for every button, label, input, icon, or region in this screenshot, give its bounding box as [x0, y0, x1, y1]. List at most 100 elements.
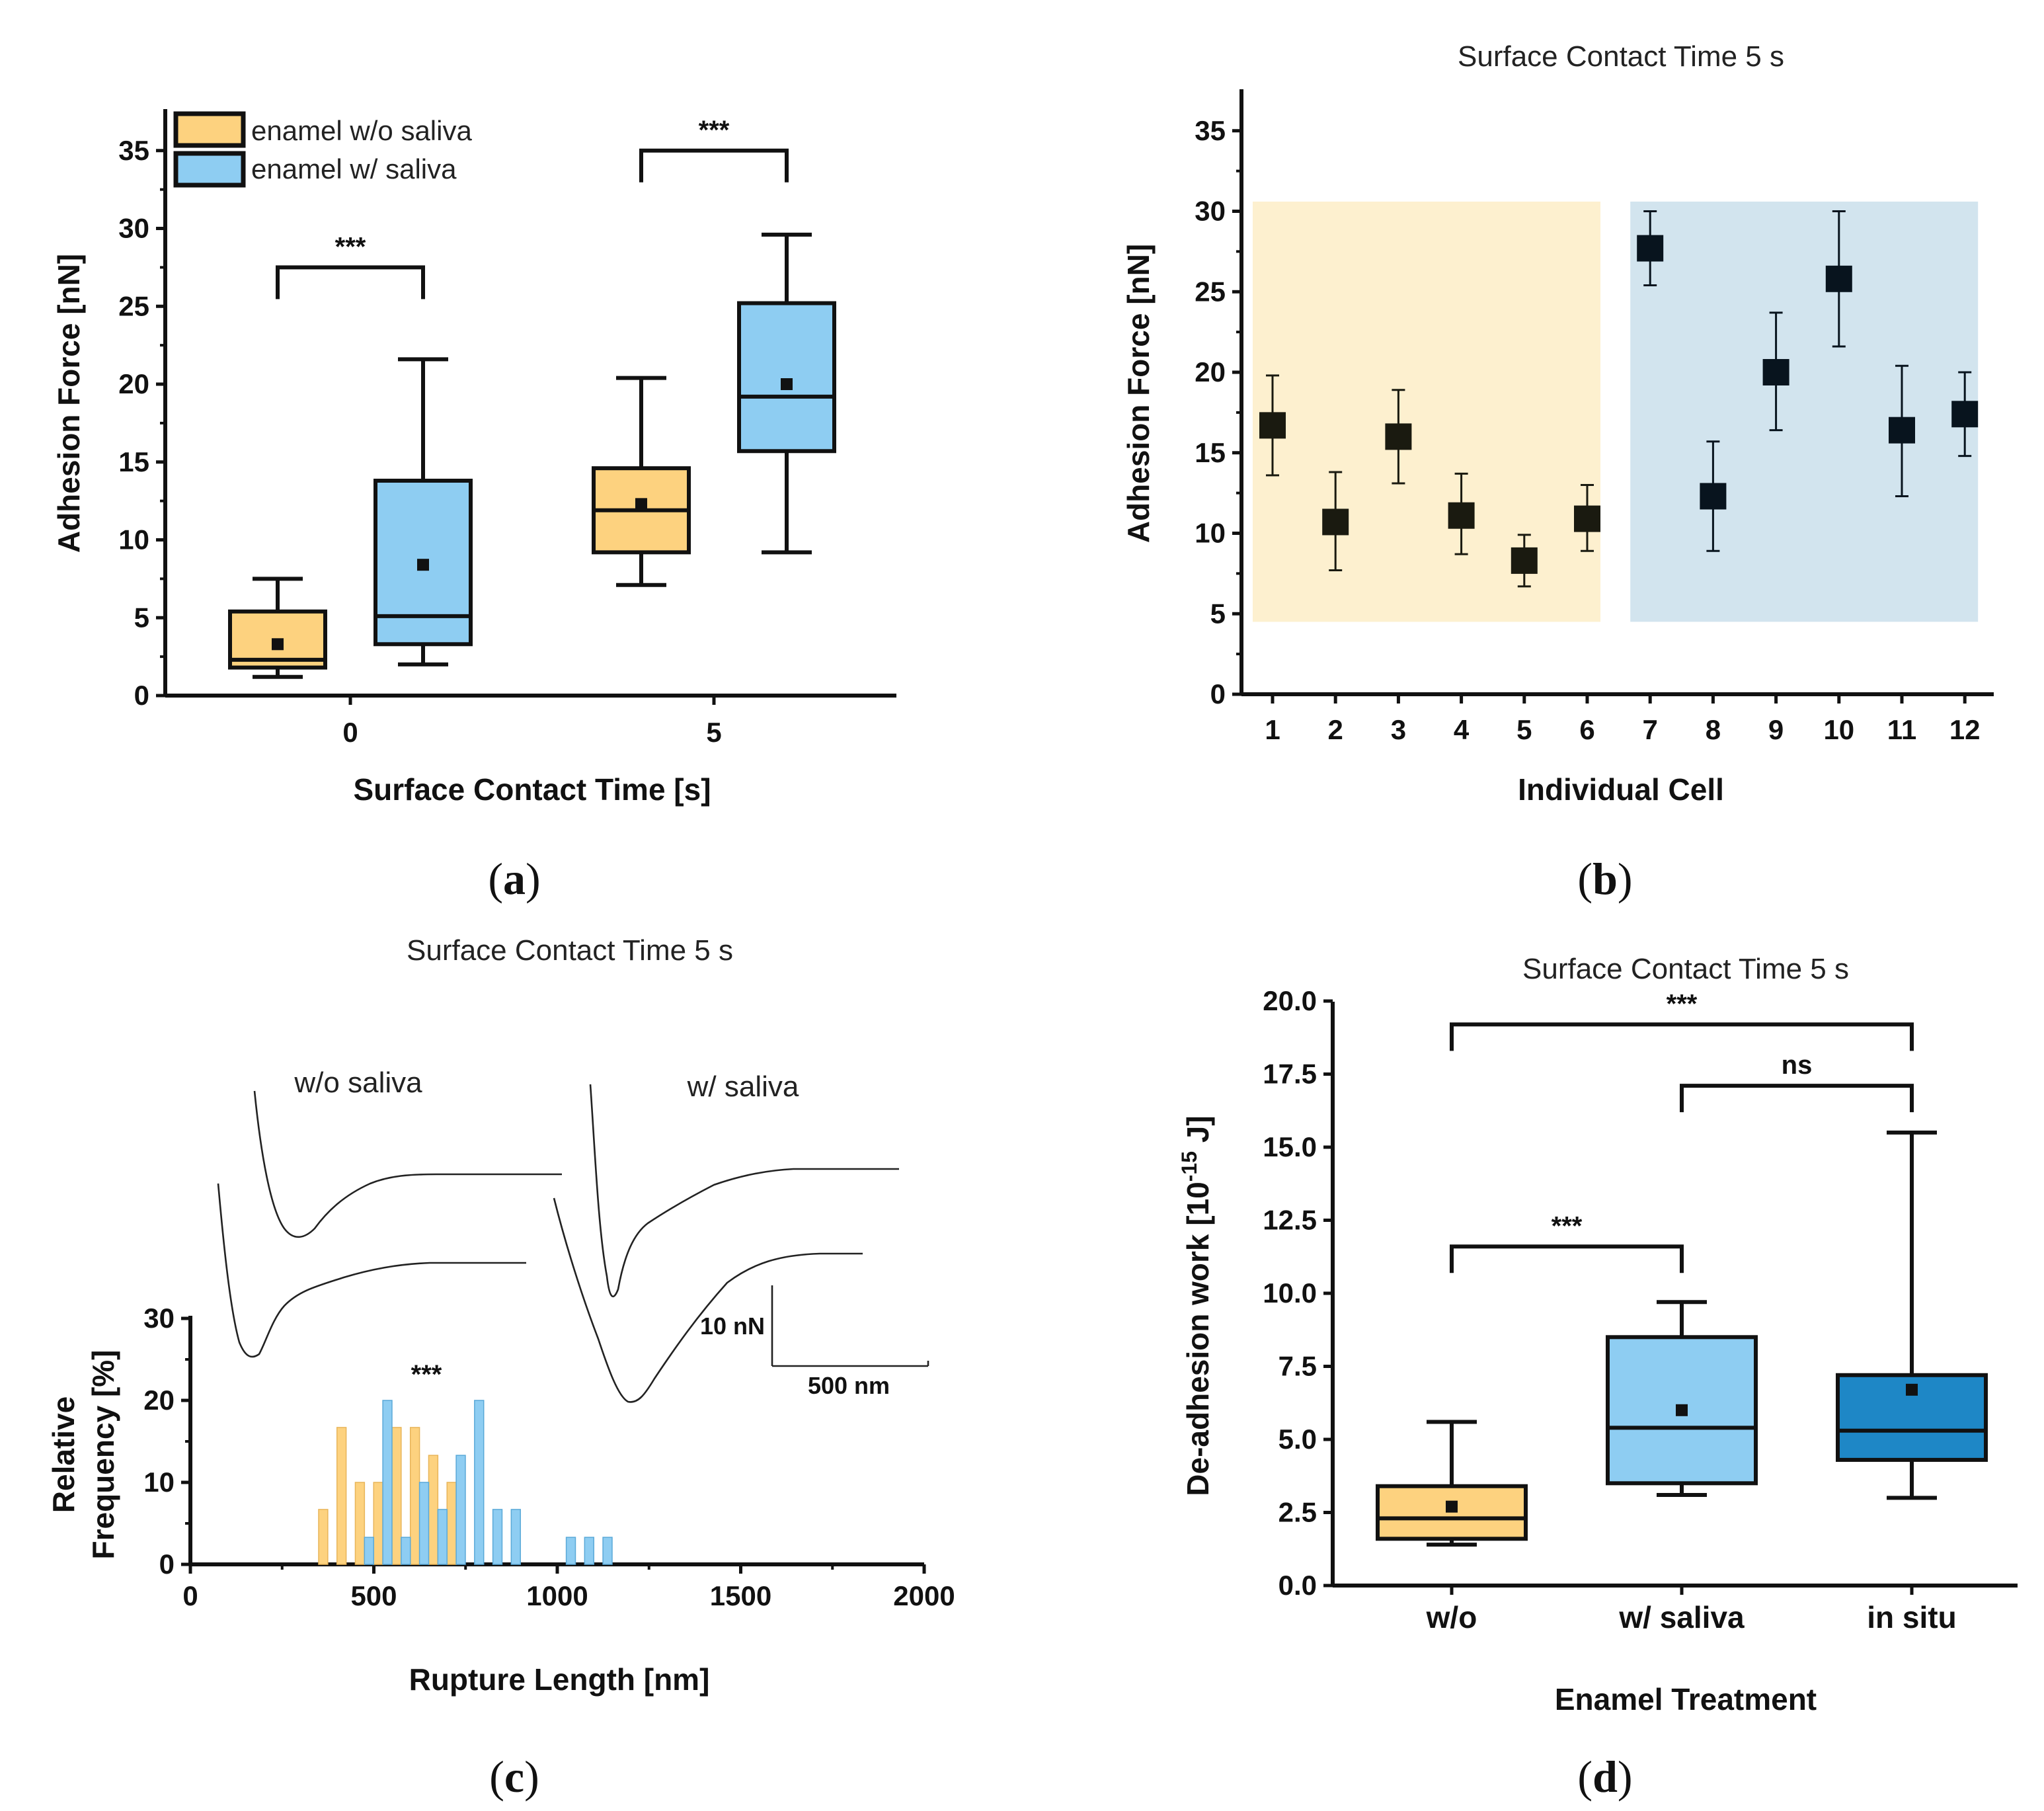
panel-d-sig-2-bracket	[1450, 1244, 1684, 1273]
panel-b-marker-cell-8	[1700, 483, 1727, 510]
panel-a-x-tick-label: 5	[706, 717, 721, 748]
panel-d-label: (d)	[1577, 1751, 1632, 1802]
panel-b-bg-wo-saliva	[1253, 201, 1600, 622]
panel-d-box-2-mean-marker	[1906, 1383, 1918, 1396]
panel-d-x-tick-label: in situ	[1867, 1600, 1956, 1634]
panel-c-bar-w-1037	[565, 1537, 576, 1565]
panel-c-y-tick-label: 0	[159, 1549, 175, 1580]
panel-b-x-tick-label: 10	[1823, 714, 1854, 745]
panel-d-sig-1-label: ns	[1782, 1051, 1813, 1080]
panel-b-x-tick-label: 11	[1887, 714, 1916, 745]
panel-b-x-tick-label: 7	[1643, 714, 1658, 745]
panel-a-y-tick-label: 30	[118, 213, 149, 244]
panel-c-bar-wo-512	[373, 1482, 383, 1565]
panel-d-x-axis-label: Enamel Treatment	[1555, 1682, 1817, 1716]
panel-c-bar-wo-412	[336, 1427, 347, 1565]
scale-bar	[771, 1285, 929, 1367]
panel-a-sig-1-bracket	[639, 148, 789, 182]
panel-b-group-backgrounds	[1253, 201, 1979, 622]
panel-a-box-w-0-mean-marker	[417, 559, 429, 571]
panel-d-sig-0-label: ***	[1667, 989, 1698, 1018]
panel-d-box-plot: Surface Contact Time 5 s 0.0 2.5 5.0 7.5 10.…	[1177, 953, 2018, 1802]
panel-a-sig-1-label: ***	[699, 116, 730, 145]
panel-d-y-tick-label: 10.0	[1263, 1277, 1317, 1308]
panel-c-bar-w-487	[364, 1537, 374, 1565]
panel-b-y-tick-label: 20	[1195, 356, 1226, 387]
panel-b-y-tick-label: 10	[1195, 518, 1226, 549]
panel-b-x-tick-label: 2	[1328, 714, 1343, 745]
panel-c-bar-w-1087	[584, 1537, 594, 1565]
panel-b-marker-cell-9	[1762, 359, 1789, 385]
panel-d-x-tick-label: w/ saliva	[1618, 1600, 1745, 1634]
panel-b-y-tick-label: 5	[1210, 598, 1226, 629]
panel-a-y-tick-label: 15	[118, 446, 149, 477]
panel-b-bg-w-saliva	[1630, 201, 1979, 622]
panel-a-label: (a)	[488, 854, 540, 904]
panel-c-x-tick-label: 500	[350, 1580, 397, 1611]
panel-c-bar-wo-362	[318, 1509, 329, 1565]
panel-b-title: Surface Contact Time 5 s	[1458, 40, 1784, 73]
panel-d-boxes	[1376, 1130, 1988, 1547]
panel-c-bar-w-537	[382, 1400, 393, 1565]
panel-a-y-axis-label: Adhesion Force [nN]	[52, 254, 86, 553]
panel-c-bar-w-737	[455, 1455, 466, 1565]
panel-c-x-tick-label: 1500	[710, 1580, 771, 1611]
legend-swatch-blue	[173, 151, 246, 188]
panel-a-y-tick-label: 0	[134, 680, 149, 711]
panel-a-box-plot: 0 5 10 15 20 25 30 35 0 5 *** *** enamel w/o saliv…	[52, 109, 896, 904]
panel-d-sig-0-bracket	[1450, 1022, 1914, 1051]
panel-c-y-tick-label: 20	[143, 1385, 175, 1416]
panel-b-marker-cell-3	[1385, 423, 1412, 450]
panel-d-y-tick-label: 17.5	[1263, 1059, 1317, 1090]
panel-b-marker-cell-2	[1322, 508, 1349, 536]
panel-c-x-axis-label: Rupture Length [nm]	[409, 1662, 710, 1697]
panel-d-sig-2-label: ***	[1552, 1211, 1583, 1240]
scale-bar-length-label: 500 nm	[808, 1372, 890, 1399]
panel-d-y-tick-label: 15.0	[1263, 1131, 1317, 1162]
panel-a-box-wo-5-mean-marker	[635, 498, 647, 510]
panel-a-y-tick-label: 25	[118, 290, 149, 321]
curve-wo-saliva-approach	[217, 1183, 526, 1358]
panel-a-y-tick-label: 10	[118, 524, 149, 555]
panel-b-x-tick-label: 6	[1579, 714, 1594, 745]
panel-d-box-1-mean-marker	[1676, 1404, 1688, 1416]
panel-d-title: Surface Contact Time 5 s	[1522, 953, 1849, 985]
panel-b-marker-cell-7	[1637, 235, 1664, 262]
panel-b-marker-cell-4	[1448, 502, 1475, 529]
panel-c-bar-wo-662	[428, 1455, 439, 1565]
panel-c-x-tick-label: 1000	[526, 1580, 588, 1611]
panel-c-bar-w-887	[510, 1509, 521, 1565]
panel-b-x-tick-label: 12	[1949, 714, 1981, 745]
panel-a-significance: *** ***	[276, 116, 789, 300]
panel-c-y-axis-label-line1: Relative	[46, 1396, 81, 1513]
panel-b-marker-cell-11	[1889, 417, 1915, 444]
curve-label-wo-saliva: w/o saliva	[294, 1066, 422, 1099]
panel-b-y-axis-label: Adhesion Force [nN]	[1121, 244, 1156, 543]
panel-b-x-tick-label: 5	[1516, 714, 1532, 745]
panel-c-bar-wo-612	[409, 1427, 420, 1565]
panel-c-bar-wo-562	[391, 1427, 402, 1565]
panel-a-sig-0-label: ***	[335, 232, 366, 261]
panel-d-y-axis-label: De-adhesion work [10-15 J]	[1177, 1115, 1215, 1496]
panel-b-y-tick-label: 15	[1195, 437, 1226, 468]
scale-bar-force-label: 10 nN	[700, 1312, 765, 1340]
panel-d-y-tick-label: 0.0	[1278, 1570, 1317, 1601]
panel-c-bars	[318, 1400, 613, 1565]
panel-b-y-tick-label: 30	[1195, 196, 1226, 227]
panel-a-x-tick-label: 0	[342, 717, 358, 748]
panel-b-marker-cell-1	[1259, 412, 1286, 439]
panel-c-x-tick-label: 2000	[893, 1580, 955, 1611]
panel-d-y-tick-label: 20.0	[1263, 985, 1317, 1016]
panel-c-bar-w-1137	[602, 1537, 613, 1565]
panel-d-box-0-mean-marker	[1446, 1500, 1458, 1513]
panel-c-bar-w-587	[401, 1537, 411, 1565]
legend-label-wo-saliva: enamel w/o saliva	[251, 115, 472, 146]
curve-w-saliva-approach	[553, 1197, 863, 1403]
panel-a-y-tick-label: 5	[134, 602, 149, 633]
panel-b-x-tick-label: 8	[1706, 714, 1721, 745]
panel-c-bar-w-687	[437, 1509, 448, 1565]
panel-c-bar-w-787	[474, 1400, 485, 1565]
panel-b-marker-cell-12	[1951, 401, 1979, 428]
